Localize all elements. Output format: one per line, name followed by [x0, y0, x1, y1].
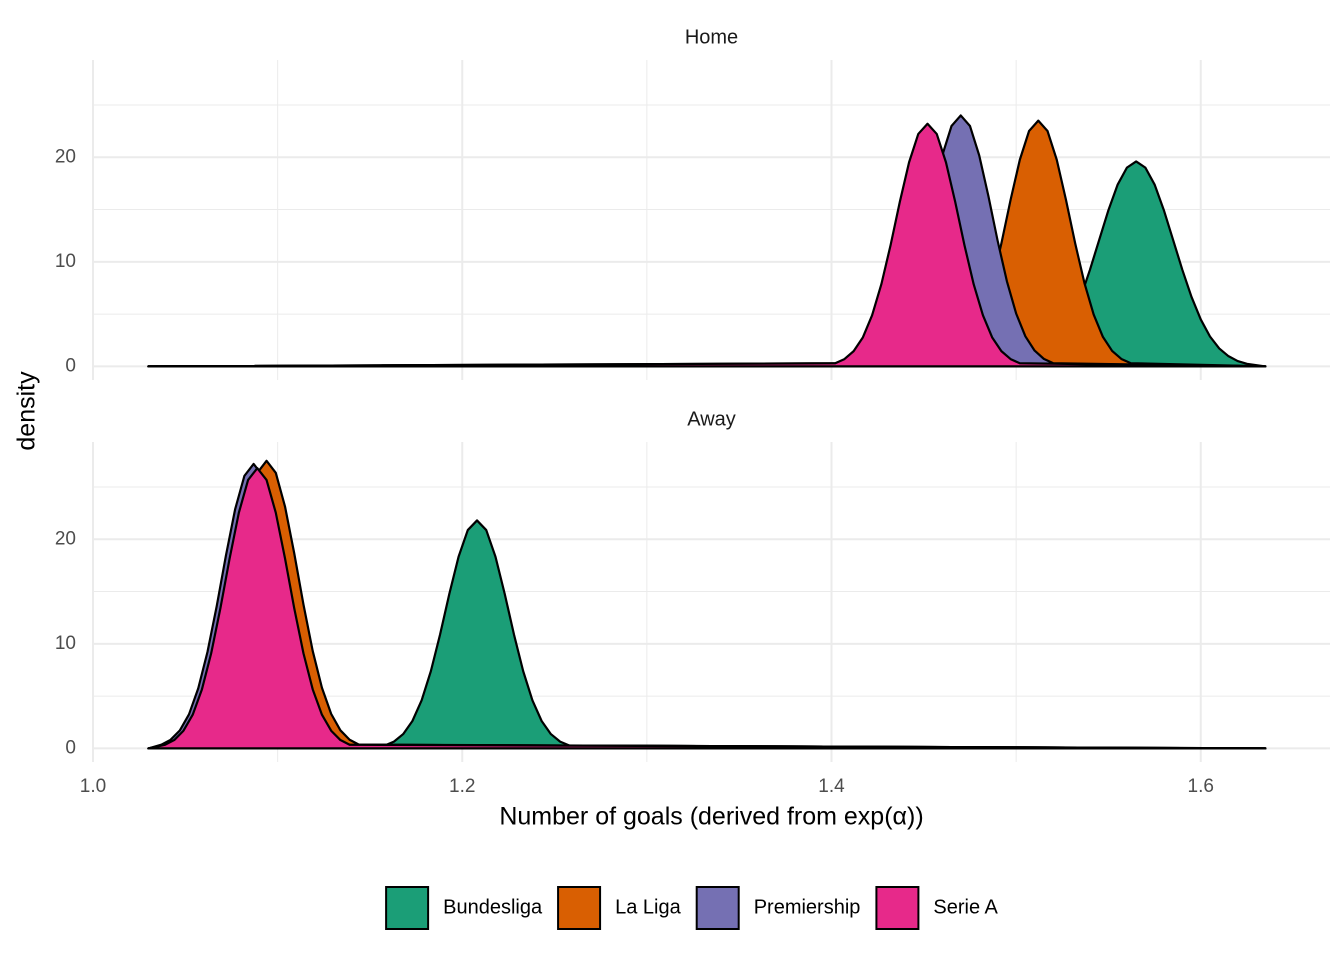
legend-key	[695, 886, 740, 930]
facet-title: Home	[685, 26, 738, 48]
y-tick-label: 10	[55, 251, 76, 272]
legend-label: Serie A	[933, 896, 998, 918]
density-area	[147, 519, 1267, 750]
y-tick-label: 0	[65, 355, 76, 376]
legend-key	[875, 886, 920, 930]
x-tick-label: 1.4	[818, 776, 845, 797]
y-tick-label: 20	[55, 528, 76, 549]
density-area	[147, 122, 1267, 368]
facet-title: Away	[687, 408, 736, 430]
legend-key	[385, 886, 430, 930]
legend-label: Bundesliga	[443, 896, 543, 918]
legend-key	[557, 886, 602, 930]
y-tick-label: 10	[55, 633, 76, 654]
y-tick-label: 0	[65, 737, 76, 758]
x-tick-label: 1.0	[80, 776, 106, 797]
y-axis-label: density	[13, 371, 41, 451]
legend-label: La Liga	[615, 896, 681, 918]
density-area	[147, 467, 1267, 750]
legend-label: Premiership	[754, 896, 861, 918]
x-axis-label: Number of goals (derived from exp(α))	[499, 803, 923, 831]
y-tick-label: 20	[55, 146, 76, 167]
x-tick-label: 1.6	[1188, 776, 1214, 797]
x-tick-label: 1.2	[449, 776, 475, 797]
